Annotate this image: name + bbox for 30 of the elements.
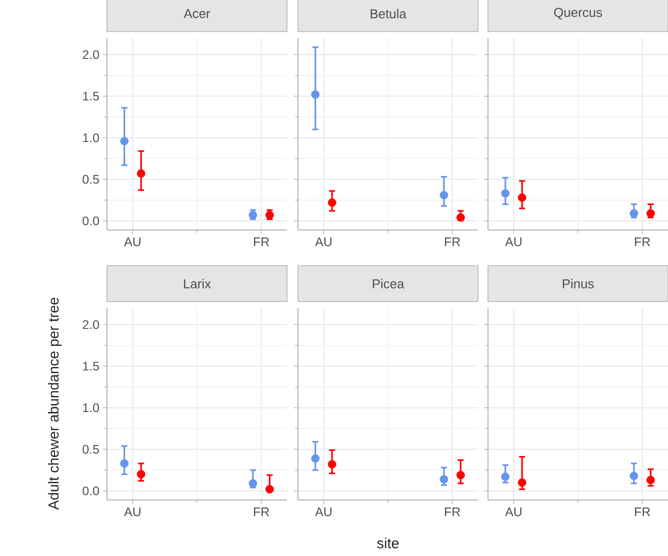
y-tick-label: 0.0 <box>82 486 99 496</box>
x-tick-label: FR <box>254 238 270 246</box>
y-tick-label: 2.0 <box>82 320 99 330</box>
x-tick-label: AU <box>505 238 522 246</box>
x-tick-label: FR <box>635 508 650 516</box>
y-tick-label: 0.5 <box>82 444 99 454</box>
chart-title: Betula <box>370 8 406 18</box>
x-tick-label: FR <box>445 508 460 516</box>
y-tick-label: 1.5 <box>83 92 99 101</box>
y-tick-label: 1.0 <box>83 133 99 142</box>
x-tick-label: AU <box>124 508 140 516</box>
chart-title: Picea <box>372 278 404 288</box>
x-tick-label: AU <box>315 238 332 246</box>
x-tick-label: FR <box>635 238 650 246</box>
x-tick-label: FR <box>254 508 270 516</box>
chart-title: Acer <box>184 9 210 18</box>
x-tick-label: AU <box>124 238 140 246</box>
y-axis-title: Adult chewer abundance per tree <box>48 298 62 510</box>
y-tick-label: 0.5 <box>82 174 99 184</box>
x-tick-label: AU <box>315 508 332 516</box>
y-tick-label: 1.5 <box>83 362 99 371</box>
chart-title: Pinus <box>562 278 594 288</box>
x-axis-title: site <box>377 538 399 548</box>
y-tick-label: 0.0 <box>82 216 99 226</box>
y-tick-label: 1.0 <box>83 403 99 412</box>
x-tick-label: AU <box>505 508 522 516</box>
chart-title: Larix <box>184 278 211 288</box>
y-tick-label: 2.0 <box>82 50 99 60</box>
chart-title: Quercus <box>554 8 602 20</box>
x-tick-label: FR <box>445 238 460 246</box>
